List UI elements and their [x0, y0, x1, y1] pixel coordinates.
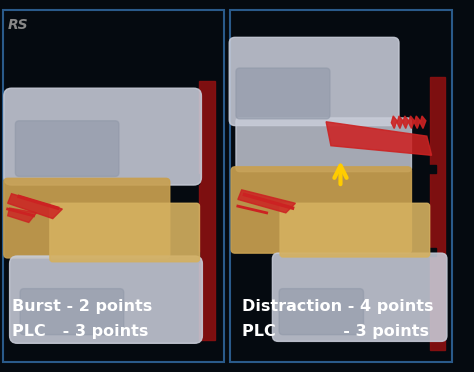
Bar: [230, 10, 452, 362]
Bar: [8, 252, 200, 262]
Bar: [235, 248, 437, 256]
FancyBboxPatch shape: [231, 167, 411, 253]
Bar: [235, 165, 437, 173]
FancyBboxPatch shape: [20, 289, 124, 335]
Polygon shape: [238, 190, 295, 213]
FancyBboxPatch shape: [4, 178, 170, 258]
Bar: [8, 174, 200, 184]
Bar: [3, 10, 224, 362]
FancyBboxPatch shape: [279, 289, 364, 335]
Polygon shape: [414, 116, 420, 128]
Polygon shape: [403, 116, 409, 128]
Text: RS: RS: [8, 18, 28, 32]
FancyBboxPatch shape: [273, 253, 447, 341]
Polygon shape: [326, 122, 432, 155]
Polygon shape: [8, 208, 36, 222]
Polygon shape: [8, 194, 63, 219]
Bar: [200, 81, 215, 340]
Polygon shape: [397, 116, 403, 128]
Text: PLC   - 3 points: PLC - 3 points: [11, 324, 148, 339]
Text: PLC            - 3 points: PLC - 3 points: [242, 324, 428, 339]
FancyBboxPatch shape: [236, 68, 330, 119]
FancyBboxPatch shape: [229, 37, 399, 126]
FancyBboxPatch shape: [4, 88, 201, 185]
FancyBboxPatch shape: [9, 256, 202, 343]
FancyBboxPatch shape: [236, 118, 411, 171]
Polygon shape: [420, 116, 426, 128]
Bar: [430, 77, 445, 350]
Text: Burst - 2 points: Burst - 2 points: [11, 299, 152, 314]
Polygon shape: [392, 116, 397, 128]
FancyBboxPatch shape: [50, 203, 200, 262]
FancyBboxPatch shape: [280, 203, 430, 257]
Polygon shape: [409, 116, 414, 128]
Text: Distraction - 4 points: Distraction - 4 points: [242, 299, 433, 314]
FancyBboxPatch shape: [15, 121, 119, 176]
